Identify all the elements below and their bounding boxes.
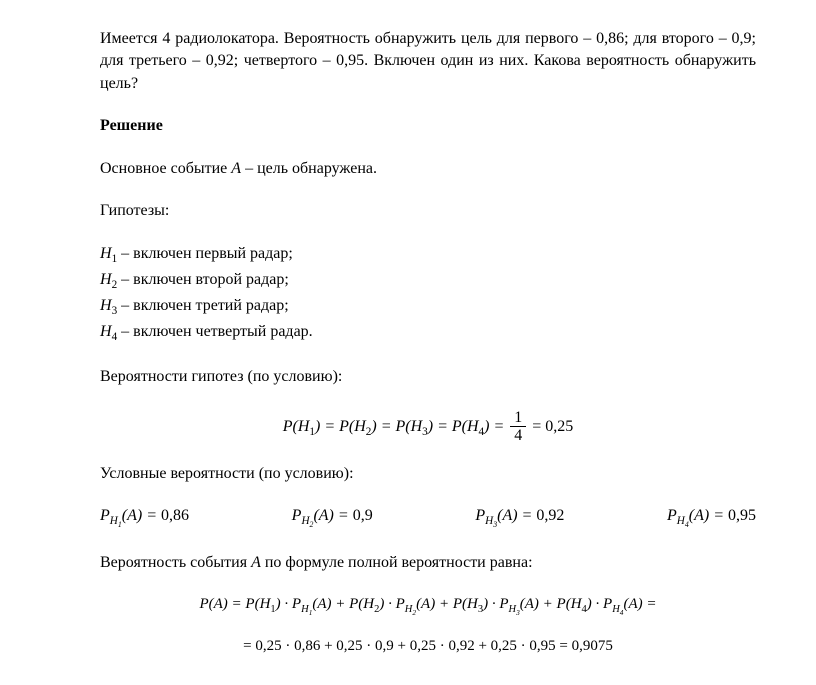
fraction: 14 [510,409,526,445]
tf-sub-H: H1 [301,604,312,615]
cond-prob-item: PH1(A) = 0,86 [100,505,189,531]
cond-value: 0,95 [728,507,756,524]
tf-part: (A) = [623,596,656,612]
cond-sub: 2 [310,521,314,530]
cond-value: 0,9 [353,507,373,524]
problem-statement: Имеется 4 радиолокатора. Вероятность обн… [100,28,756,95]
tf-part: (A) + P(H [520,596,582,612]
total-formula-line2: = 0,25 · 0,86 + 0,25 · 0,9 + 0,25 · 0,92… [100,636,756,657]
cond-sub: 3 [493,521,497,530]
hypothesis-item: H2 – включен второй радар; [100,268,756,294]
tf-part: ) · P [483,596,508,612]
cond-sub: 1 [118,521,122,530]
hypotheses-list: H1 – включен первый радар; H2 – включен … [100,242,756,346]
formula-part: ) = P(H [428,417,479,434]
total-label-prefix: Вероятность события [100,554,251,571]
cond-prob-item: PH4(A) = 0,95 [667,505,756,531]
tf-sub-H: H2 [405,604,416,615]
hyp-symbol: H [100,323,112,340]
tf-part: (A) + P(H [416,596,478,612]
main-event-symbol: A [231,160,241,177]
frac-num: 1 [510,409,526,428]
tf-part: (A) + P(H [312,596,374,612]
hypothesis-item: H4 – включен четвертый радар. [100,320,756,346]
hypothesis-item: H3 – включен третий радар; [100,294,756,320]
frac-den: 4 [510,427,526,445]
cond-value: 0,92 [536,507,564,524]
hypotheses-label: Гипотезы: [100,200,756,222]
cond-prob-label: Условные вероятности (по условию): [100,463,756,485]
formula-part: ) = P(H [371,417,422,434]
cond-sub: 4 [685,521,689,530]
formula-result: = 0,25 [528,417,573,434]
total-label-suffix: по формуле полной вероятности равна: [261,554,533,571]
cond-prob-item: PH3(A) = 0,92 [475,505,564,531]
tf-sub-H: H3 [509,604,520,615]
tf-part: ) · P [587,596,612,612]
total-prob-symbol: A [251,554,261,571]
hyp-text: – включен второй радар; [117,271,289,288]
main-event-prefix: Основное событие [100,160,231,177]
hyp-prob-formula: P(H1) = P(H2) = P(H3) = P(H4) = 14 = 0,2… [100,409,756,445]
cond-prob-item: PH2(A) = 0,9 [292,505,373,531]
hyp-symbol: H [100,271,112,288]
tf-part: ) · P [379,596,404,612]
total-formula-line1: P(A) = P(H1) · PH1(A) + P(H2) · PH2(A) +… [100,594,756,618]
main-event-line: Основное событие A – цель обнаружена. [100,158,756,180]
formula-part: ) = [484,417,508,434]
solution-header: Решение [100,115,756,137]
total-prob-label: Вероятность события A по формуле полной … [100,552,756,574]
formula-part: P(H [283,417,310,434]
hyp-prob-label: Вероятности гипотез (по условию): [100,366,756,388]
hyp-symbol: H [100,245,112,262]
hyp-text: – включен четвертый радар. [117,323,313,340]
hyp-symbol: H [100,297,112,314]
tf-part: P(A) = P(H [199,596,270,612]
hypothesis-item: H1 – включен первый радар; [100,242,756,268]
main-event-suffix: – цель обнаружена. [241,160,377,177]
tf-sub-H: H4 [612,604,623,615]
hyp-text: – включен первый радар; [117,245,293,262]
cond-value: 0,86 [161,507,189,524]
formula-part: ) = P(H [315,417,366,434]
cond-prob-row: PH1(A) = 0,86 PH2(A) = 0,9 PH3(A) = 0,92… [100,505,756,531]
tf-part: ) · P [276,596,301,612]
hyp-text: – включен третий радар; [117,297,289,314]
